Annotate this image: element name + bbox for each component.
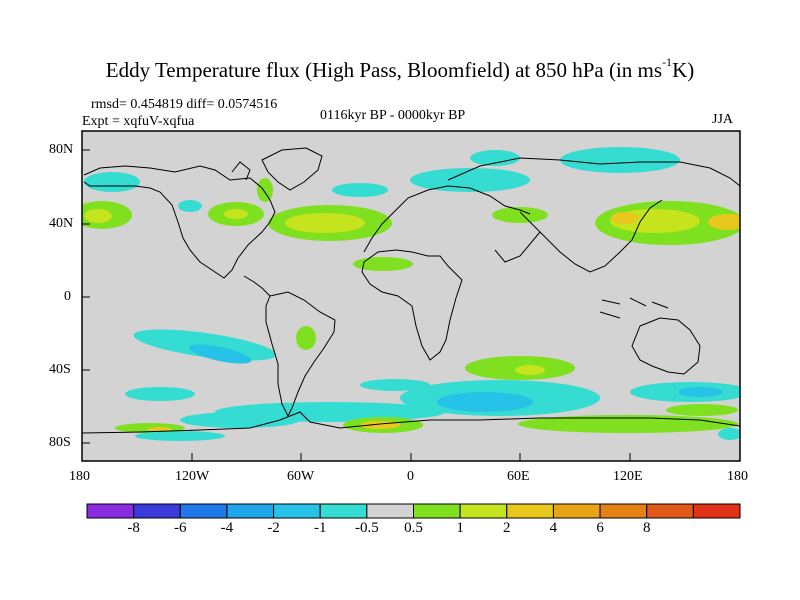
colorbar-swatch (319, 503, 368, 519)
arctic-anomaly (410, 168, 530, 192)
lon-tick-label: 180 (69, 469, 90, 484)
colorbar-label: -4 (220, 520, 234, 536)
lon-tick-label: 120W (175, 469, 210, 484)
lon-tick-label: 0 (407, 469, 414, 484)
colorbar-swatch (506, 503, 554, 519)
colorbar-label: 6 (596, 520, 604, 536)
season-label: JJA (712, 112, 734, 127)
colorbar-swatch (552, 503, 601, 519)
colorbar-label: 1 (456, 520, 464, 536)
europe-coast (363, 185, 531, 253)
south-america-coast (265, 291, 336, 418)
axis-ticks (81, 149, 741, 461)
greenland-coast (261, 147, 323, 191)
colorbar-swatch (179, 503, 228, 519)
colorbar-label: -2 (267, 520, 280, 536)
north-america-coast (83, 165, 276, 279)
colorbar-swatch (133, 503, 181, 519)
lat-tick-label: 80S (49, 435, 71, 450)
africa-coast (361, 249, 463, 361)
colorbar-label: -6 (174, 520, 187, 536)
lat-tick-label: 0 (64, 289, 71, 304)
lat-tick-label: 40S (49, 362, 71, 377)
anomaly-fields (82, 147, 740, 441)
asia-coast (447, 157, 740, 187)
colorbar-label: 2 (503, 520, 511, 536)
indonesia-coast (599, 297, 669, 319)
lon-tick-label: 120E (613, 469, 643, 484)
south-pacific-anomaly (133, 329, 277, 364)
colorbar-label: -8 (127, 520, 140, 536)
lat-tick-label: 80N (49, 142, 74, 157)
stats-label: rmsd= 0.454819 diff= 0.0574516 (91, 97, 278, 112)
period-label: 0116kyr BP - 0000kyr BP (320, 108, 466, 123)
lon-tick-label: 180 (727, 469, 748, 484)
eurasia-anomaly (492, 207, 548, 223)
plot-title: Eddy Temperature flux (High Pass, Bloomf… (105, 55, 695, 82)
colorbar-label: 4 (549, 520, 558, 536)
colorbar-swatch (366, 503, 415, 519)
colorbar-label: -1 (313, 520, 327, 536)
colorbar-swatch (273, 503, 321, 519)
lon-tick-label: 60W (287, 469, 315, 484)
colorbar-swatch (599, 503, 648, 519)
colorbar-label: 0.5 (404, 520, 423, 536)
colorbar-swatch (413, 503, 461, 519)
colorbar-swatch (646, 503, 694, 519)
north-pacific-west-anomaly (595, 201, 740, 245)
lon-tick-label: 60E (507, 469, 530, 484)
colorbar-swatch (459, 503, 508, 519)
colorbar-swatch (226, 503, 275, 519)
colorbar-swatch (86, 503, 135, 519)
experiment-label: Expt = xqfuV-xqfua (82, 114, 195, 129)
colorbar-swatch (692, 503, 741, 519)
colorbar (86, 503, 741, 519)
lat-tick-label: 40N (49, 216, 74, 231)
north-pacific-east-anomaly (82, 201, 132, 229)
colorbar-label: -0.5 (354, 520, 379, 536)
antarctica-coast (82, 411, 740, 434)
australia-coast (631, 317, 701, 375)
colorbar-label: 8 (642, 520, 651, 536)
coastlines (82, 147, 740, 434)
